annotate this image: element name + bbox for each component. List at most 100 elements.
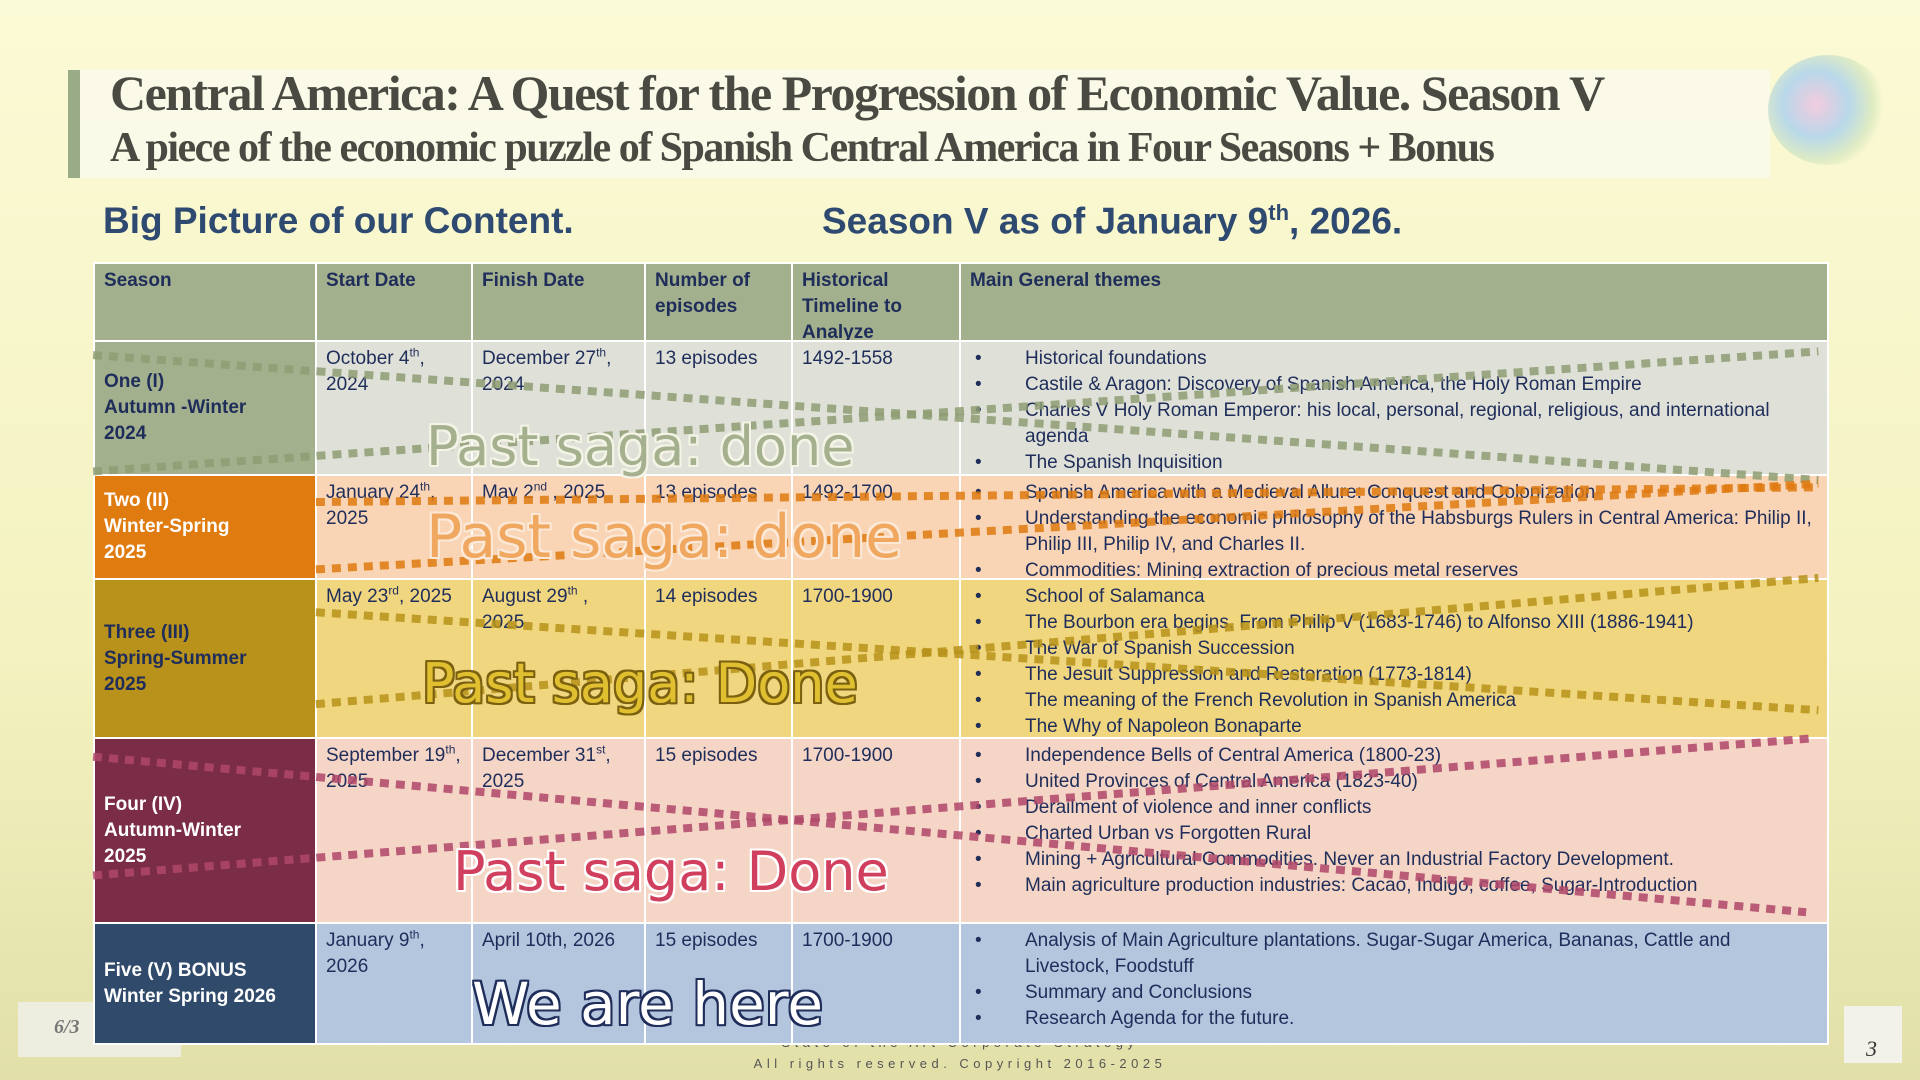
theme: Analysis of Main Agriculture plantations… [970,928,1818,980]
finish-cell: April 10th, 2026 [473,924,644,1043]
column-header: Main General themes [961,264,1827,340]
season-cell: Three (III) Spring-Summer 2025 [95,580,315,737]
superscript: th [409,345,420,360]
overlay-label: Past saga: Done [453,840,889,903]
text-part: December 31 [482,745,597,766]
season-line: Four (IV) [104,793,183,815]
title: Central America: A Quest for the Progres… [110,65,1605,121]
text-part: , 2025 [547,482,606,503]
themes-list: School of SalamancaThe Bourbon era begin… [970,584,1818,737]
superscript: th [596,345,607,360]
theme: United Provinces of Central America (182… [970,769,1818,795]
season-line: Three (III) [104,621,190,643]
theme: Spanish America with a Medieval Allure: … [970,480,1818,506]
themes-list: Historical foundationsCastile & Aragon: … [970,346,1818,474]
season-line: Two (II) [104,490,170,511]
theme: The Why of Napoleon Bonaparte [970,714,1818,737]
theme: Castile & Aragon: Discovery of Spanish A… [970,372,1818,398]
superscript: nd [533,479,548,494]
text-part: May 23 [326,586,389,607]
theme: Derailment of violence and inner conflic… [970,795,1818,821]
text-part: January 24 [326,482,421,503]
season-table: Season Start Date Finish Date Number of epi… [93,262,1829,1045]
column-header: Finish Date [473,264,644,340]
themes-cell: School of SalamancaThe Bourbon era begin… [961,580,1827,737]
column-header: Number of episodes [646,264,791,340]
superscript: st [596,742,606,757]
text-part: , 2025 [398,586,452,607]
text-part: , 2026 [326,930,425,977]
season-line: Spring-Summer [104,647,247,669]
text-part: Season V as of January 9 [822,200,1269,242]
text-part: , 2026. [1289,200,1403,242]
overlay-label: We are here [472,970,824,1038]
season-cell: One (I) Autumn -Winter 2024 [95,342,315,474]
theme: Understanding the economic philosophy of… [970,506,1818,558]
text-part: May 2 [482,482,534,503]
text-part: January 9 [326,930,410,951]
season-line: 2025 [104,845,147,867]
heading: Season V as of January 9th, 2026. [822,200,1402,242]
heading: Big Picture of our Content. [103,200,574,241]
superscript: th [1268,200,1290,225]
subtitle: A piece of the economic puzzle of Spanis… [110,125,1495,171]
theme: Independence Bells of Central America (1… [970,743,1818,769]
text-part: April 10th, 2026 [482,930,616,951]
season-line: 2025 [104,542,147,563]
page-number: 3 [1866,1036,1877,1061]
themes-cell: Historical foundationsCastile & Aragon: … [961,342,1827,474]
theme: Commodities: Mining extraction of precio… [970,558,1818,578]
superscript: th [420,479,431,494]
column-header: Start Date [317,264,471,340]
theme: Research Agenda for the future. [970,1006,1818,1032]
theme: School of Salamanca [970,584,1818,610]
theme: The War of Spanish Succession [970,636,1818,662]
theme: Charted Urban vs Forgotten Rural [970,821,1818,847]
overlay-label: Past saga: Done [422,652,858,715]
season-line: 2025 [104,673,147,695]
episodes-cell: 15 episodes [646,924,791,1043]
themes-list: Analysis of Main Agriculture plantations… [970,928,1818,1032]
text-part: October 4 [326,348,410,369]
season-line: Winter-Spring [104,516,230,537]
season-line: Winter Spring 2026 [104,985,276,1007]
text-part: September 19 [326,745,446,766]
theme: Main agriculture production industries: … [970,873,1818,899]
season-line: One (I) [104,371,165,392]
themes-cell: Spanish America with a Medieval Allure: … [961,476,1827,578]
superscript: rd [388,583,399,598]
overlay-label: Past saga: done [426,502,903,572]
start-cell: September 19th, 2025 [317,739,471,922]
theme: The Jesuit Suppression and Restoration (… [970,662,1818,688]
theme: The meaning of the French Revolution in … [970,688,1818,714]
superscript: th [567,583,578,598]
season-line: Autumn-Winter [104,819,242,841]
theme: The Spanish Inquisition [970,450,1818,474]
overlay-label: Past saga: done [426,415,855,478]
theme: Historical foundations [970,346,1818,372]
season-line: Five (V) BONUS [104,959,247,981]
column-header: Season [95,264,315,340]
text-part: August 29 [482,586,568,607]
theme: Charles V Holy Roman Emperor: his local,… [970,398,1818,450]
footer-line: All rights reserved. Copyright 2016-2025 [753,1056,1167,1071]
themes-cell: Independence Bells of Central America (1… [961,739,1827,922]
column-header: Historical Timeline to Analyze [793,264,959,340]
season-cell: Four (IV) Autumn-Winter 2025 [95,739,315,922]
superscript: th [445,742,456,757]
theme: Summary and Conclusions [970,980,1818,1006]
season-cell: Two (II) Winter-Spring 2025 [95,476,315,578]
start-cell: January 9th, 2026 [317,924,471,1043]
theme: The Bourbon era begins. From Philip V (1… [970,610,1818,636]
season-line: Autumn -Winter [104,397,247,418]
themes-list: Spanish America with a Medieval Allure: … [970,480,1818,578]
header-band [70,70,1770,178]
themes-cell: Analysis of Main Agriculture plantations… [961,924,1827,1043]
season-cell: Five (V) BONUS Winter Spring 2026 [95,924,315,1043]
themes-list: Independence Bells of Central America (1… [970,743,1818,899]
theme: Mining + Agricultural Commodities. Never… [970,847,1818,873]
season-line: 2024 [104,423,147,444]
logo [1768,55,1888,165]
timeline-cell: 1700-1900 [793,924,959,1043]
